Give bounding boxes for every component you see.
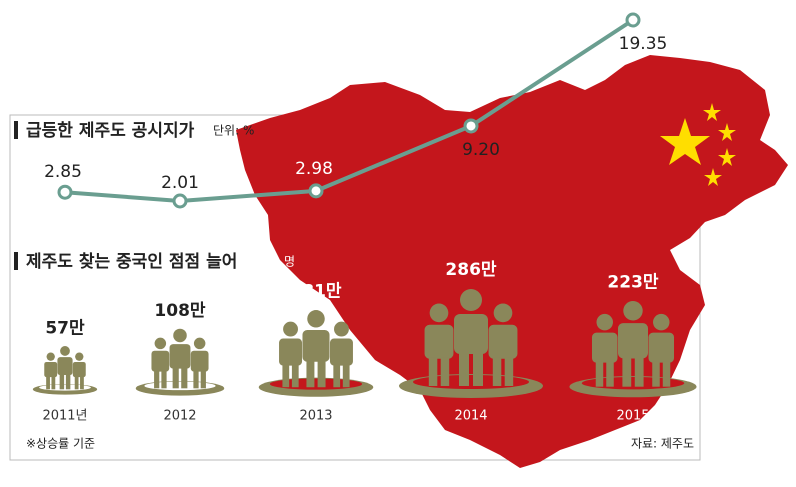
leg [492, 357, 502, 386]
title-bar [14, 121, 18, 139]
point [57, 184, 73, 200]
visitor-figure [258, 310, 374, 397]
picto-unit: 단위: 명 [254, 255, 295, 269]
torso [302, 329, 330, 362]
year-label: 2011년 [42, 409, 87, 424]
torso [648, 332, 675, 363]
visitor-figure [32, 346, 98, 395]
leg [181, 367, 188, 389]
value-label: 223만 [607, 272, 658, 292]
line-unit: 단위: % [213, 124, 254, 138]
visitor-figure [399, 289, 543, 398]
torso [190, 350, 209, 372]
leg [342, 364, 350, 388]
leg [595, 361, 604, 387]
leg [65, 374, 71, 390]
torso [44, 361, 58, 378]
title-bar [14, 252, 18, 270]
head [334, 321, 349, 337]
leg [606, 361, 614, 387]
head [307, 310, 325, 328]
torso [329, 338, 353, 366]
flag-stars [660, 103, 736, 186]
year-label: 2012 [163, 409, 196, 424]
leg [306, 360, 315, 388]
torso [169, 344, 191, 369]
torso [72, 361, 86, 378]
value-label: 57만 [45, 319, 85, 339]
leg [80, 376, 84, 390]
leg [282, 364, 290, 388]
leg [652, 361, 660, 387]
leg [172, 367, 179, 389]
head [493, 303, 513, 323]
value-label: 2.01 [161, 173, 199, 193]
point [172, 193, 188, 209]
leg [504, 357, 514, 386]
value-label: 181만 [290, 282, 341, 302]
torso [454, 314, 488, 354]
leg [291, 364, 299, 388]
point [625, 12, 641, 28]
value-label: 286만 [445, 260, 496, 280]
leg [154, 370, 160, 389]
source: 자료: 제주도 [631, 437, 694, 451]
value-label: 2.98 [295, 159, 333, 179]
head [173, 328, 187, 343]
value-label: 19.35 [619, 34, 668, 54]
value-label: 108만 [154, 301, 205, 321]
head [429, 303, 449, 323]
value-label: 2.85 [44, 162, 82, 182]
leg [317, 360, 326, 388]
leg [200, 370, 206, 389]
head [460, 289, 482, 311]
leg [59, 374, 65, 390]
torso [591, 332, 618, 363]
point [463, 118, 479, 134]
leg [161, 370, 167, 389]
torso [279, 338, 303, 366]
line-title: 급등한 제주도 공시지가 [26, 121, 195, 141]
torso [57, 357, 73, 376]
leg [74, 376, 79, 390]
head [623, 301, 643, 321]
leg [51, 376, 56, 390]
torso [617, 323, 649, 359]
torso [424, 324, 454, 359]
leg [440, 357, 450, 386]
leg [193, 370, 199, 389]
torso [151, 350, 170, 372]
head [46, 352, 55, 361]
picto-title: 제주도 찾는 중국인 점점 늘어 [26, 251, 237, 272]
torso [488, 324, 518, 359]
head [154, 337, 167, 350]
year-label: 2014 [454, 409, 487, 424]
china-map [236, 55, 788, 468]
point [308, 183, 324, 199]
note: ※상승률 기준 [26, 437, 95, 451]
head [596, 313, 613, 331]
leg [622, 356, 632, 387]
leg [473, 352, 483, 386]
head [283, 321, 298, 337]
value-label: 9.20 [462, 140, 500, 160]
visitor-figure [135, 328, 225, 396]
head [60, 346, 70, 356]
year-label: 2015 [616, 409, 649, 424]
visitor-figure [569, 301, 697, 398]
year-label: 2013 [299, 409, 332, 424]
head [193, 337, 206, 350]
leg [46, 376, 50, 390]
leg [662, 361, 671, 387]
leg [333, 364, 341, 388]
head [653, 313, 670, 331]
leg [634, 356, 644, 387]
leg [459, 352, 469, 386]
leg [428, 357, 438, 386]
head [75, 352, 84, 361]
